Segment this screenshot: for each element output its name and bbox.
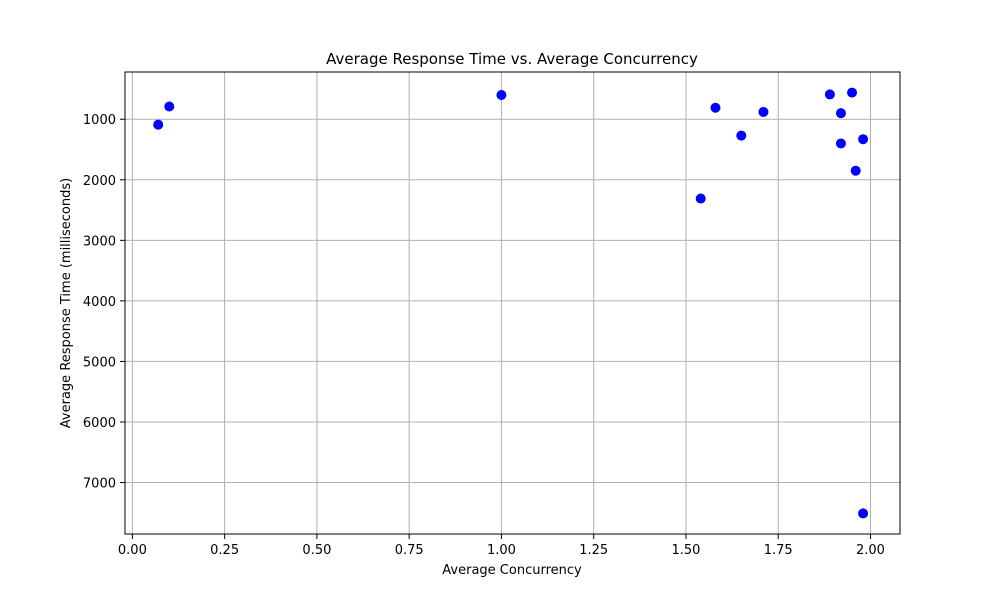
chart-title: Average Response Time vs. Average Concur… xyxy=(326,50,698,68)
y-tick-label: 5000 xyxy=(83,355,116,370)
data-point xyxy=(758,106,769,117)
data-point xyxy=(153,119,164,130)
data-point xyxy=(736,130,747,141)
y-tick-label: 7000 xyxy=(83,477,116,492)
data-point xyxy=(164,101,175,112)
data-point xyxy=(695,193,706,204)
data-point xyxy=(850,165,861,176)
data-point xyxy=(710,102,721,113)
x-tick-label: 1.00 xyxy=(487,543,516,558)
data-point xyxy=(835,108,846,119)
x-tick-label: 2.00 xyxy=(856,543,885,558)
y-tick-label: 6000 xyxy=(83,416,116,431)
y-tick-label: 4000 xyxy=(83,295,116,310)
data-point xyxy=(858,134,869,145)
data-point xyxy=(858,508,869,519)
grid xyxy=(125,72,900,534)
x-tick-label: 0.25 xyxy=(210,543,239,558)
y-axis-ticks: 1000 2000 3000 4000 5000 6000 7000 xyxy=(83,113,125,492)
data-points xyxy=(153,87,869,519)
y-tick-label: 2000 xyxy=(83,174,116,189)
x-axis-label: Average Concurrency xyxy=(442,563,582,578)
y-axis-label: Average Response Time (milliseconds) xyxy=(59,178,74,428)
x-tick-label: 1.50 xyxy=(671,543,700,558)
x-tick-label: 0.75 xyxy=(395,543,424,558)
data-point xyxy=(847,87,858,98)
data-point xyxy=(824,89,835,100)
y-tick-label: 1000 xyxy=(83,113,116,128)
data-point xyxy=(496,90,507,101)
y-tick-label: 3000 xyxy=(83,234,116,249)
x-tick-label: 0.50 xyxy=(302,543,331,558)
x-axis-ticks: 0.00 0.25 0.50 0.75 1.00 1.25 1.50 1.75 2.00 xyxy=(118,534,885,558)
x-tick-label: 1.25 xyxy=(579,543,608,558)
plot-area-frame xyxy=(124,71,901,535)
data-point xyxy=(835,138,846,149)
x-tick-label: 1.75 xyxy=(764,543,793,558)
x-tick-label: 0.00 xyxy=(118,543,147,558)
